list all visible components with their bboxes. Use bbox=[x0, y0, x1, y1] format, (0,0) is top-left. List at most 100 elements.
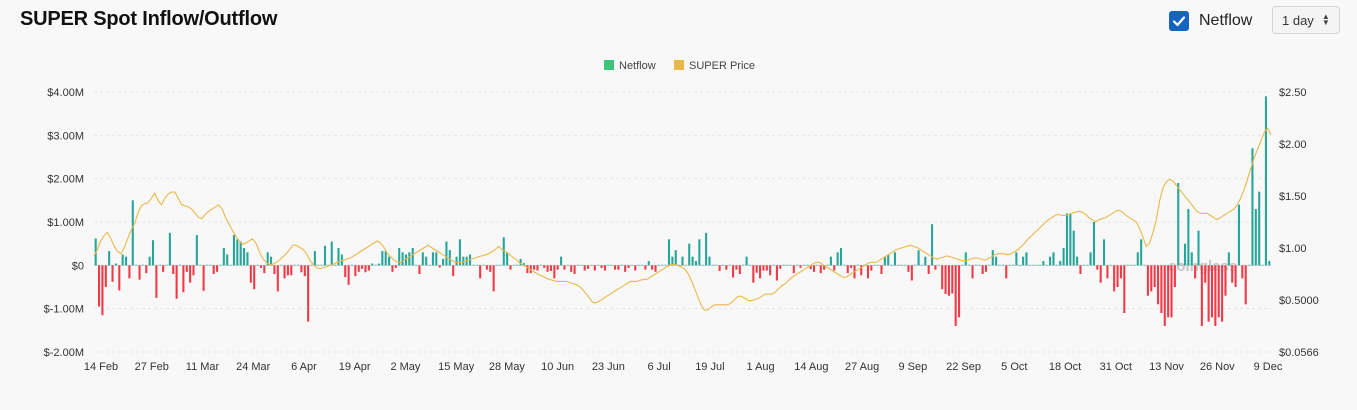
netflow-bar[interactable] bbox=[654, 265, 657, 272]
netflow-bar[interactable] bbox=[630, 264, 633, 266]
netflow-bar[interactable] bbox=[128, 265, 131, 279]
netflow-bar[interactable] bbox=[1065, 213, 1069, 266]
netflow-bar[interactable] bbox=[381, 251, 384, 266]
netflow-bar[interactable] bbox=[445, 241, 448, 266]
netflow-bar[interactable] bbox=[442, 258, 445, 266]
netflow-bar[interactable] bbox=[725, 265, 728, 270]
netflow-bar[interactable] bbox=[313, 251, 316, 266]
netflow-bar[interactable] bbox=[705, 232, 708, 266]
netflow-bar[interactable] bbox=[222, 248, 225, 266]
netflow-bar[interactable] bbox=[506, 252, 509, 266]
netflow-bar[interactable] bbox=[1204, 265, 1207, 283]
netflow-bar[interactable] bbox=[664, 264, 667, 266]
netflow-bar[interactable] bbox=[124, 256, 128, 266]
netflow-bar[interactable] bbox=[536, 265, 539, 271]
legend-label[interactable]: Netflow bbox=[619, 60, 656, 72]
netflow-bar[interactable] bbox=[495, 264, 499, 266]
netflow-bar[interactable] bbox=[293, 264, 296, 266]
netflow-bar[interactable] bbox=[961, 264, 964, 266]
netflow-bar[interactable] bbox=[236, 239, 239, 266]
netflow-bar[interactable] bbox=[1214, 265, 1217, 326]
netflow-bar[interactable] bbox=[944, 265, 947, 294]
netflow-bar[interactable] bbox=[823, 265, 826, 270]
netflow-bar[interactable] bbox=[499, 264, 502, 266]
netflow-bar[interactable] bbox=[452, 265, 455, 277]
netflow-bar[interactable] bbox=[320, 264, 323, 266]
netflow-bar[interactable] bbox=[209, 264, 212, 266]
netflow-bar[interactable] bbox=[617, 265, 620, 270]
netflow-bar[interactable] bbox=[539, 264, 542, 266]
netflow-bar[interactable] bbox=[924, 256, 927, 266]
netflow-bar[interactable] bbox=[296, 264, 300, 266]
netflow-bar[interactable] bbox=[745, 256, 748, 266]
netflow-bar[interactable] bbox=[502, 237, 505, 266]
netflow-bar[interactable] bbox=[226, 254, 229, 266]
netflow-bar[interactable] bbox=[1251, 148, 1254, 266]
netflow-bar[interactable] bbox=[1133, 264, 1136, 266]
netflow-bar[interactable] bbox=[1059, 261, 1062, 266]
netflow-bar[interactable] bbox=[748, 264, 751, 266]
netflow-bar[interactable] bbox=[138, 265, 141, 280]
netflow-bar[interactable] bbox=[981, 265, 984, 274]
netflow-bar[interactable] bbox=[553, 265, 556, 279]
netflow-bar[interactable] bbox=[256, 264, 259, 266]
netflow-bar[interactable] bbox=[337, 248, 340, 266]
netflow-bar[interactable] bbox=[951, 265, 954, 294]
netflow-bar[interactable] bbox=[576, 264, 579, 266]
netflow-bar[interactable] bbox=[570, 265, 573, 272]
netflow-bar[interactable] bbox=[455, 256, 458, 266]
netflow-bar[interactable] bbox=[307, 265, 310, 322]
netflow-bar[interactable] bbox=[253, 265, 256, 290]
netflow-bar[interactable] bbox=[371, 263, 374, 266]
netflow-bar[interactable] bbox=[384, 251, 387, 266]
netflow-bar[interactable] bbox=[1268, 261, 1271, 266]
netflow-bar[interactable] bbox=[715, 264, 718, 266]
netflow-bar[interactable] bbox=[600, 265, 603, 268]
netflow-bar[interactable] bbox=[984, 265, 988, 272]
netflow-bar[interactable] bbox=[802, 264, 805, 266]
netflow-bar[interactable] bbox=[603, 265, 606, 271]
netflow-bar[interactable] bbox=[1008, 264, 1011, 266]
netflow-bar[interactable] bbox=[782, 264, 785, 266]
netflow-bar[interactable] bbox=[937, 264, 940, 266]
netflow-bar[interactable] bbox=[1076, 256, 1079, 266]
netflow-bar[interactable] bbox=[243, 248, 246, 266]
netflow-bar[interactable] bbox=[1035, 264, 1038, 266]
netflow-bar[interactable] bbox=[286, 265, 289, 276]
netflow-bar[interactable] bbox=[290, 265, 293, 276]
netflow-bar[interactable] bbox=[1207, 265, 1210, 322]
netflow-bar[interactable] bbox=[957, 265, 961, 318]
netflow-bar[interactable] bbox=[1234, 265, 1237, 287]
netflow-bar[interactable] bbox=[401, 252, 404, 266]
netflow-bar[interactable] bbox=[1177, 183, 1180, 266]
netflow-bar[interactable] bbox=[158, 264, 161, 266]
netflow-bar[interactable] bbox=[829, 256, 832, 266]
netflow-bar[interactable] bbox=[1079, 265, 1082, 274]
netflow-bar[interactable] bbox=[1032, 264, 1035, 266]
netflow-bar[interactable] bbox=[610, 264, 613, 266]
netflow-bar[interactable] bbox=[900, 264, 903, 266]
netflow-bar[interactable] bbox=[425, 256, 428, 266]
netflow-bar[interactable] bbox=[1119, 265, 1122, 279]
netflow-bar[interactable] bbox=[1025, 252, 1028, 266]
netflow-bar[interactable] bbox=[1099, 265, 1102, 283]
legend-label[interactable]: SUPER Price bbox=[689, 60, 755, 72]
netflow-bar[interactable] bbox=[897, 264, 900, 266]
netflow-bar[interactable] bbox=[249, 265, 252, 283]
netflow-bar[interactable] bbox=[485, 265, 488, 270]
netflow-bar[interactable] bbox=[634, 265, 637, 271]
netflow-bar[interactable] bbox=[1227, 252, 1230, 266]
netflow-bar[interactable] bbox=[121, 254, 124, 266]
netflow-bar[interactable] bbox=[738, 265, 741, 274]
netflow-bar[interactable] bbox=[232, 235, 236, 266]
netflow-bar[interactable] bbox=[388, 256, 391, 266]
netflow-bar[interactable] bbox=[394, 265, 397, 268]
netflow-bar[interactable] bbox=[1221, 265, 1224, 322]
netflow-bar[interactable] bbox=[1183, 243, 1187, 266]
netflow-bar[interactable] bbox=[968, 264, 971, 266]
netflow-bar[interactable] bbox=[239, 241, 242, 266]
netflow-bar[interactable] bbox=[479, 265, 482, 279]
netflow-bar[interactable] bbox=[772, 264, 775, 266]
netflow-bar[interactable] bbox=[964, 252, 967, 266]
netflow-bar[interactable] bbox=[519, 258, 522, 266]
